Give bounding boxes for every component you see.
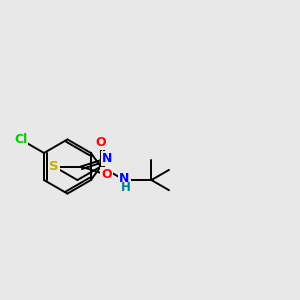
Text: S: S bbox=[49, 160, 59, 173]
Text: N: N bbox=[119, 172, 130, 185]
Text: O: O bbox=[101, 168, 112, 182]
Text: H: H bbox=[121, 181, 131, 194]
Text: O: O bbox=[96, 136, 106, 149]
Text: Cl: Cl bbox=[14, 133, 27, 146]
Text: N: N bbox=[102, 152, 112, 165]
